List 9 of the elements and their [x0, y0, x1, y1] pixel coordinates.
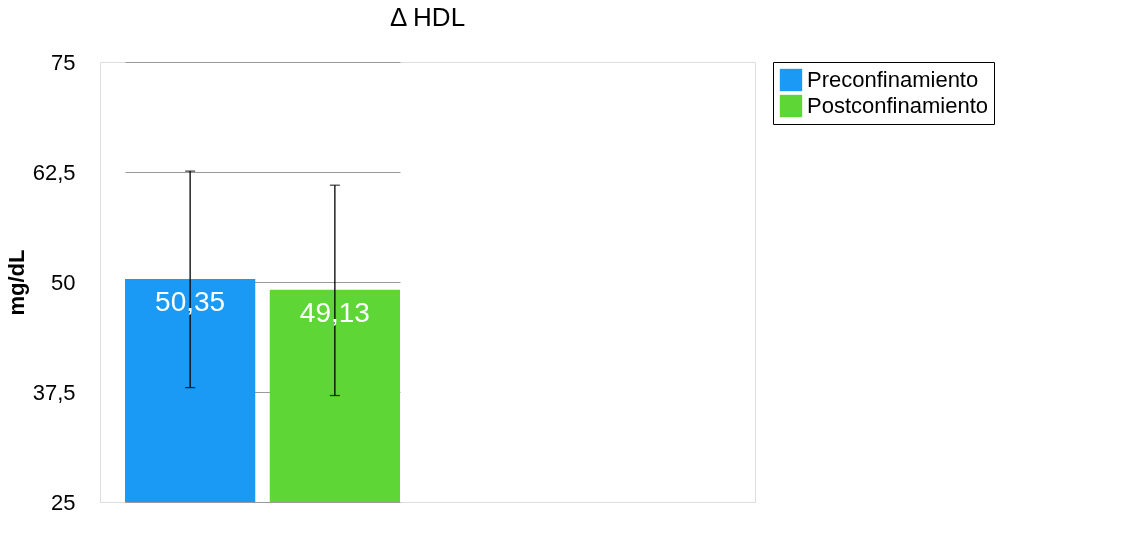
y-tick-label: 25: [51, 489, 76, 515]
legend-label: Postconfinamiento: [807, 93, 988, 118]
y-tick-label: 75: [51, 49, 76, 75]
chart-title: Δ HDL: [389, 2, 466, 32]
y-tick-label: 62,5: [32, 159, 76, 185]
y-tick-label: 50: [51, 269, 76, 295]
legend-label: Preconfinamiento: [807, 67, 979, 92]
y-axis-title: mg/dL: [3, 249, 29, 316]
y-tick-label: 37,5: [32, 379, 76, 405]
